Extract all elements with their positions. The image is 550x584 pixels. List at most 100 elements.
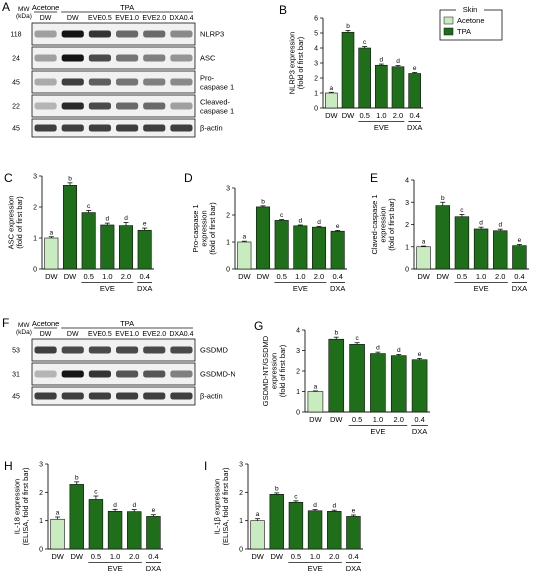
significance-letter: e (352, 508, 356, 515)
y-tick-label: 3 (239, 462, 243, 469)
protein-band (88, 78, 111, 86)
bar (269, 494, 284, 550)
protein-band (170, 124, 193, 132)
protein-band (34, 370, 57, 378)
y-tick-label: 3 (33, 174, 37, 181)
bar (100, 224, 115, 270)
significance-letter: e (143, 221, 147, 228)
mw-marker: 24 (12, 56, 20, 63)
blot-membrane (31, 70, 196, 94)
x-tick-label: 0.4 (348, 552, 358, 561)
lane-label: DXA0.4 (169, 331, 193, 338)
bar (69, 484, 84, 550)
significance-letter: d (332, 503, 336, 510)
x-tick-label: 0.4 (514, 272, 524, 281)
significance-letter: d (124, 215, 128, 222)
y-tick-label: 1 (296, 389, 300, 396)
legend-title-bg (456, 5, 484, 14)
x-tick-label: 2.0 (129, 552, 139, 561)
mw-marker: 31 (12, 372, 20, 379)
bar (288, 501, 304, 550)
panel-letter: A (2, 0, 10, 14)
protein-band (61, 392, 84, 400)
x-tick-label: 0.5 (291, 552, 301, 561)
x-tick-label: DW (417, 272, 430, 281)
y-tick-label: 3 (314, 61, 318, 68)
y-axis-label: IL-18 expression(ELISA, fold of first ba… (13, 467, 31, 545)
band-label: GSDMD-NT (200, 370, 235, 379)
x-tick-label: 0.4 (332, 272, 342, 281)
protein-band (143, 346, 166, 354)
y-tick-label: 2 (239, 490, 243, 497)
protein-band (34, 78, 57, 86)
x-tick-label: 1.0 (102, 272, 112, 281)
protein-band (61, 30, 84, 38)
bar (146, 516, 161, 550)
mw-marker: 118 (10, 32, 21, 39)
significance-letter: e (152, 507, 156, 514)
protein-band (61, 54, 84, 62)
legend-swatch-acetone (443, 16, 454, 25)
significance-letter: c (363, 39, 367, 46)
protein-band (61, 78, 84, 86)
group-label: EVE (474, 284, 489, 293)
significance-letter: d (299, 217, 303, 224)
y-tick-label: 1 (239, 518, 243, 525)
protein-band (34, 54, 57, 62)
y-tick-label: 4 (296, 328, 300, 335)
lane-label: DW (40, 331, 52, 338)
bar (127, 511, 142, 550)
protein-band (116, 392, 139, 400)
panel-letter: D (184, 171, 193, 185)
significance-letter: e (413, 65, 417, 72)
bar (411, 359, 428, 413)
y-axis-label: NLRP3 expression(fold of first bar) (288, 32, 306, 95)
legend-label-tpa: TPA (457, 27, 471, 36)
bar (62, 184, 78, 270)
group-label: EVE (374, 123, 389, 132)
lane-label: DW (67, 331, 79, 338)
blot-membrane (31, 362, 196, 386)
y-tick-label: 0 (226, 267, 230, 274)
bar (390, 355, 407, 413)
y-tick-label: 3 (405, 200, 409, 207)
protein-band (34, 124, 57, 132)
x-tick-label: 0.4 (414, 415, 424, 424)
panel-letter: F (2, 316, 9, 330)
bar (44, 237, 59, 270)
protein-band (116, 30, 139, 38)
bar (512, 245, 527, 270)
legend-label-acetone: Acetone (457, 16, 485, 25)
significance-letter: d (498, 222, 502, 229)
significance-letter: c (355, 335, 359, 342)
bar (50, 518, 65, 550)
y-axis-label: ASC expression(fold of first bar) (7, 196, 25, 250)
bar (250, 520, 265, 550)
x-tick-label: DW (71, 552, 84, 561)
significance-letter: b (334, 330, 338, 337)
legend-swatch-tpa (443, 27, 454, 36)
x-tick-label: DW (251, 552, 264, 561)
protein-band (116, 102, 139, 110)
chart-panel-h: H 0 1 2 3 IL-18 expression(ELISA, fold of fir… (0, 456, 185, 579)
group-label: EVE (108, 564, 123, 573)
protein-band (88, 370, 111, 378)
x-tick-label: DW (271, 552, 284, 561)
significance-letter: d (376, 345, 380, 352)
y-axis-label: Pro-caspase 1expression(fold of first ba… (191, 202, 217, 255)
protein-band (61, 370, 84, 378)
blot-f-svg: F MW(kDa)Acetone TPA DW DW EVE0.5 EVE1.0 EVE2.0… (2, 316, 241, 406)
significance-letter: e (518, 237, 522, 244)
protein-band (143, 30, 166, 38)
blot-membrane (31, 94, 196, 118)
panel-letter: I (204, 459, 207, 473)
y-tick-label: 0 (296, 410, 300, 417)
bar (375, 64, 388, 109)
bar (307, 391, 324, 413)
significance-letter: c (87, 203, 91, 210)
bar (328, 338, 345, 413)
y-tick-label: 0 (39, 547, 43, 554)
chart-c-svg: C 0 1 2 3 ASC expression(fold of first bar) a D… (4, 171, 154, 293)
group-label-tpa: TPA (120, 3, 134, 12)
bar (370, 353, 386, 413)
